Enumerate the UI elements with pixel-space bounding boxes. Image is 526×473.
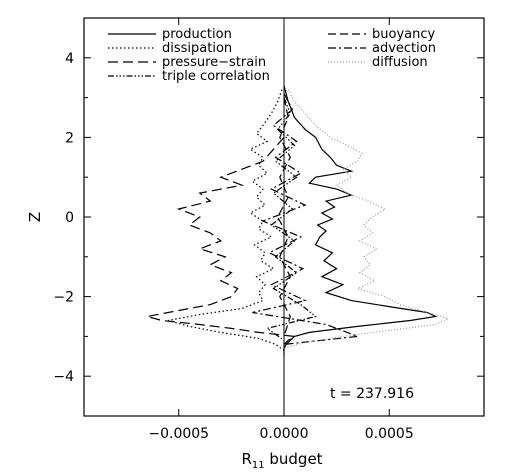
series-line-dissipation bbox=[168, 89, 285, 351]
series-line-advection bbox=[252, 93, 358, 345]
x-axis-label: R11 budget bbox=[241, 450, 322, 471]
legend-label: pressure−strain bbox=[162, 55, 266, 70]
y-tick-label: 2 bbox=[65, 130, 74, 146]
legend-label: dissipation bbox=[162, 41, 232, 56]
legend-label: triple correlation bbox=[162, 69, 270, 84]
y-axis-label: Z bbox=[26, 212, 44, 222]
legend-label: buoyancy bbox=[372, 27, 435, 42]
legend-label: diffusion bbox=[372, 55, 428, 70]
legend-label: production bbox=[162, 27, 232, 42]
legend: productiondissipationpressure−straintrip… bbox=[108, 27, 436, 84]
series-layer bbox=[147, 85, 450, 357]
legend-label: advection bbox=[372, 41, 436, 56]
x-axis-label-subscript: 11 bbox=[252, 460, 265, 471]
time-annotation: t = 237.916 bbox=[330, 386, 414, 402]
y-tick-label: −4 bbox=[53, 369, 74, 385]
x-axis-label-main: R bbox=[241, 450, 251, 468]
series-line-diffusion bbox=[283, 89, 450, 349]
y-tick-label: −2 bbox=[53, 290, 74, 306]
y-tick-label: 0 bbox=[65, 210, 74, 226]
x-tick-label: 0.0005 bbox=[365, 426, 414, 442]
series-line-pressure-strain bbox=[147, 137, 297, 345]
tick-layer: −0.0005 0.0000 0.0005 −4 −2 0 2 4 bbox=[53, 17, 484, 442]
x-tick-label: −0.0005 bbox=[148, 426, 209, 442]
series-line-buoyancy bbox=[277, 97, 291, 337]
series-line-production bbox=[283, 85, 438, 357]
x-axis-label-rest: budget bbox=[265, 450, 323, 468]
x-tick-label: 0.0000 bbox=[260, 426, 309, 442]
y-tick-label: 4 bbox=[65, 51, 74, 67]
